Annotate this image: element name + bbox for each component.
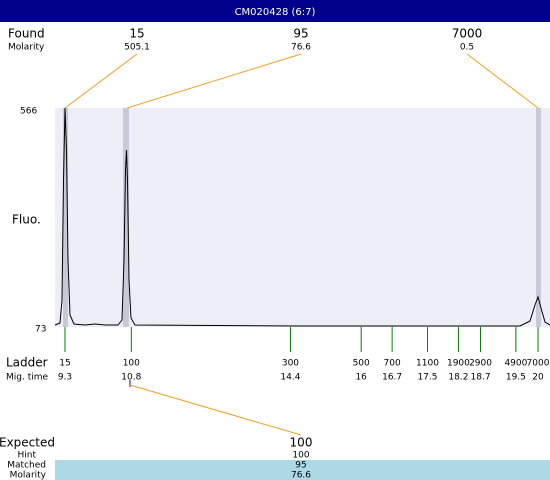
y-label: Fluo. <box>12 213 41 227</box>
found-size: 15 <box>129 27 144 41</box>
plot-area <box>55 108 550 327</box>
peak-band <box>123 108 129 327</box>
connector <box>129 384 302 436</box>
found-molarity: 505.1 <box>124 43 150 53</box>
ladder-label: Ladder <box>6 356 48 370</box>
mig-time-label: Mig. time <box>6 373 48 383</box>
mig-time: 17.5 <box>417 373 437 383</box>
found-size: 95 <box>293 27 308 41</box>
mig-time: 18.2 <box>448 373 468 383</box>
mig-time: 16 <box>355 373 367 383</box>
mig-time: 18.7 <box>471 373 491 383</box>
hint-label: Hint <box>17 451 36 461</box>
ladder-size: 4900 <box>504 359 527 369</box>
mig-time: 10.8 <box>121 373 141 383</box>
molarity-label: Molarity <box>10 471 47 480</box>
ladder-size: 1100 <box>416 359 439 369</box>
expected-label: Expected <box>0 436 55 450</box>
header-title: CM020428 (6:7) <box>235 7 316 18</box>
mig-time: 16.7 <box>382 373 402 383</box>
peak-band <box>63 108 68 327</box>
matched-value: 95 <box>295 461 306 471</box>
ladder-size: 500 <box>353 359 370 369</box>
mig-time: 20 <box>532 373 544 383</box>
mig-time: 19.5 <box>506 373 526 383</box>
molarity-label: Molarity <box>8 43 45 53</box>
trace <box>54 107 550 327</box>
ladder-size: 1900 <box>447 359 470 369</box>
ladder-size: 15 <box>59 359 70 369</box>
matched-row <box>55 460 550 480</box>
molarity-value: 76.6 <box>291 471 311 480</box>
ladder-size: 700 <box>384 359 401 369</box>
found-molarity: 76.6 <box>291 43 311 53</box>
found-molarity: 0.5 <box>460 43 474 53</box>
expected-size: 100 <box>290 436 313 450</box>
y-min: 73 <box>35 325 46 335</box>
connector <box>126 53 302 109</box>
matched-label: Matched <box>7 461 46 471</box>
hint-value: 100 <box>292 451 309 461</box>
peak-band <box>536 108 541 327</box>
ladder-size: 300 <box>282 359 299 369</box>
ladder-size: 7000 <box>527 359 550 369</box>
found-label: Found <box>8 27 45 41</box>
mig-time: 14.4 <box>280 373 300 383</box>
y-max: 566 <box>20 107 37 117</box>
found-size: 7000 <box>452 27 483 41</box>
connector <box>466 53 539 109</box>
mig-time: 9.3 <box>58 373 72 383</box>
ladder-size: 100 <box>123 359 140 369</box>
connector <box>64 53 138 109</box>
header-bar <box>0 0 550 22</box>
ladder-size: 2900 <box>469 359 492 369</box>
